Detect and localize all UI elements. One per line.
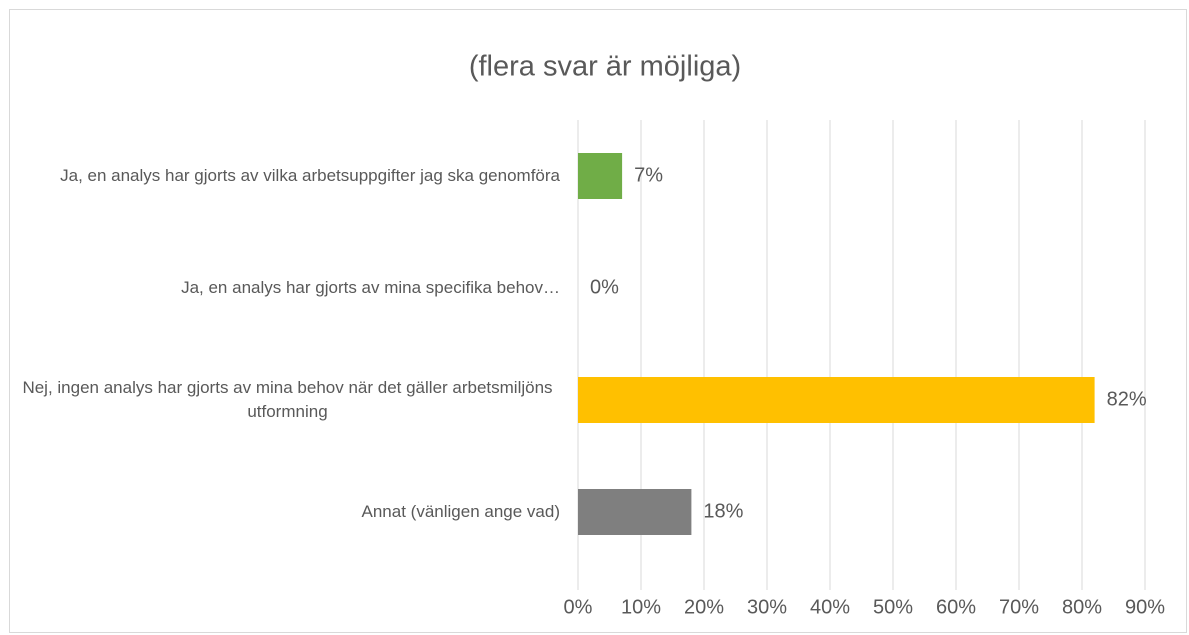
category-label-box: Annat (vänligen ange vad) <box>10 482 560 542</box>
x-tick-label: 60% <box>936 596 976 618</box>
category-label-box: Ja, en analys har gjorts av vilka arbets… <box>10 146 560 206</box>
x-tick-label: 10% <box>621 596 661 618</box>
category-label-box: Nej, ingen analys har gjorts av mina beh… <box>10 370 560 430</box>
data-label: 82% <box>1107 388 1147 410</box>
chart-border <box>9 9 1187 633</box>
bar <box>578 489 692 535</box>
x-tick-label: 70% <box>999 596 1039 618</box>
x-tick-label: 30% <box>747 596 787 618</box>
y-tick-label: Annat (vänligen ange vad) <box>361 502 560 521</box>
data-label: 0% <box>590 276 619 298</box>
category-label-box: Ja, en analys har gjorts av mina specifi… <box>10 258 560 318</box>
bar <box>578 153 623 199</box>
bar <box>578 377 1095 423</box>
x-tick-label: 80% <box>1062 596 1102 618</box>
x-tick-label: 40% <box>810 596 850 618</box>
data-label: 7% <box>634 164 663 186</box>
x-tick-label: 90% <box>1125 596 1165 618</box>
x-tick-label: 0% <box>564 596 593 618</box>
y-tick-label: Nej, ingen analys har gjorts av mina beh… <box>22 378 553 421</box>
y-tick-label: Ja, en analys har gjorts av vilka arbets… <box>60 166 560 185</box>
x-tick-label: 50% <box>873 596 913 618</box>
chart-title: (flera svar är möjliga) <box>469 51 741 83</box>
y-tick-label: Ja, en analys har gjorts av mina specifi… <box>181 278 560 297</box>
x-tick-label: 20% <box>684 596 724 618</box>
data-label: 18% <box>703 500 743 522</box>
